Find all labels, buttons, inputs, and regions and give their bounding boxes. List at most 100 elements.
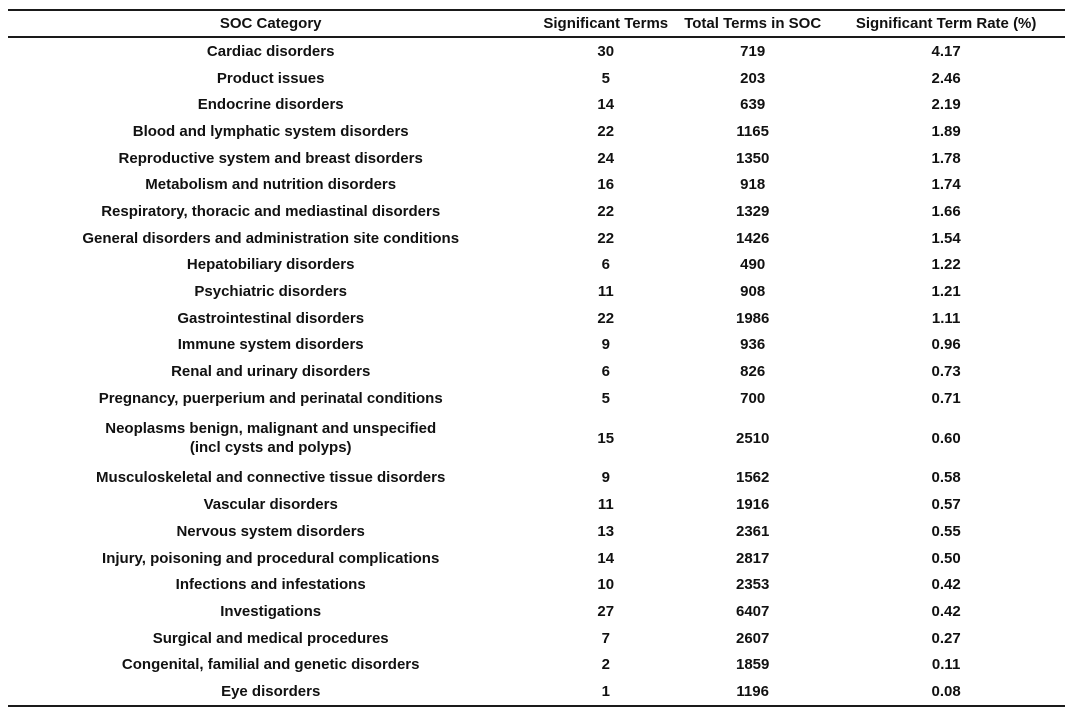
table-row: Injury, poisoning and procedural complic…: [8, 545, 1065, 572]
table-row: Infections and infestations 10 2353 0.42: [8, 571, 1065, 598]
table-row: Vascular disorders 11 1916 0.57: [8, 491, 1065, 518]
total-terms-in-soc-cell: 700: [740, 389, 766, 407]
significant-terms-cell: 10: [597, 576, 615, 594]
table-row: Product issues 5 203 2.46: [8, 65, 1065, 92]
significant-term-rate-cell: 1.89: [931, 122, 961, 140]
significant-term-rate-cell: 0.96: [931, 336, 961, 354]
significant-terms-cell: 7: [601, 629, 610, 647]
total-terms-in-soc-cell: 936: [740, 336, 766, 354]
header-total-terms-in-soc: Total Terms in SOC: [684, 15, 822, 32]
significant-term-rate-cell: 0.73: [931, 363, 961, 381]
total-terms-in-soc-cell: 1426: [735, 229, 770, 247]
table-row: Congenital, familial and genetic disorde…: [8, 651, 1065, 678]
total-terms-in-soc-cell: 2510: [735, 429, 770, 447]
significant-term-rate-cell: 1.22: [931, 256, 961, 274]
table-row: Pregnancy, puerperium and perinatal cond…: [8, 385, 1065, 412]
total-terms-in-soc-cell: 918: [740, 176, 766, 194]
soc-category-cell: Hepatobiliary disorders: [186, 256, 355, 274]
table-row: Metabolism and nutrition disorders 16 91…: [8, 171, 1065, 198]
significant-term-rate-cell: 0.42: [931, 602, 961, 620]
total-terms-in-soc-cell: 639: [740, 96, 766, 114]
soc-category-cell: Musculoskeletal and connective tissue di…: [96, 469, 446, 487]
significant-terms-cell: 22: [597, 229, 615, 247]
soc-category-cell: Investigations: [220, 602, 322, 620]
table-row: Psychiatric disorders 11 908 1.21: [8, 278, 1065, 305]
table-row: General disorders and administration sit…: [8, 225, 1065, 252]
significant-term-rate-cell: 0.50: [931, 549, 961, 567]
significant-terms-cell: 24: [597, 149, 615, 167]
significant-term-rate-cell: 0.55: [931, 522, 961, 540]
significant-term-rate-cell: 1.21: [931, 283, 961, 301]
significant-terms-cell: 30: [597, 42, 615, 60]
total-terms-in-soc-cell: 1329: [735, 202, 770, 220]
soc-category-cell: Neoplasms benign, malignant and unspecif…: [105, 420, 437, 457]
header-row: SOC Category Significant Terms Total Ter…: [7, 10, 1065, 37]
table-row: Respiratory, thoracic and mediastinal di…: [8, 198, 1065, 225]
soc-category-cell: Metabolism and nutrition disorders: [145, 176, 397, 194]
table-row: Neoplasms benign, malignant and unspecif…: [8, 412, 1065, 465]
significant-terms-cell: 5: [601, 389, 610, 407]
soc-category-cell: Pregnancy, puerperium and perinatal cond…: [98, 389, 443, 407]
table-row: Nervous system disorders 13 2361 0.55: [8, 518, 1065, 545]
soc-category-cell: Psychiatric disorders: [194, 283, 347, 301]
significant-terms-cell: 16: [597, 176, 615, 194]
table-row: Reproductive system and breast disorders…: [8, 145, 1065, 172]
significant-terms-cell: 14: [597, 96, 615, 114]
soc-category-cell: Surgical and medical procedures: [152, 629, 389, 647]
table-row: Endocrine disorders 14 639 2.19: [8, 91, 1065, 118]
table-row: Investigations 27 6407 0.42: [8, 598, 1065, 625]
table-row: Eye disorders 1 1196 0.08: [8, 678, 1065, 706]
total-terms-in-soc-cell: 2817: [735, 549, 770, 567]
soc-category-cell: Respiratory, thoracic and mediastinal di…: [101, 202, 441, 220]
significant-terms-cell: 6: [601, 256, 610, 274]
significant-terms-cell: 9: [601, 336, 610, 354]
total-terms-in-soc-cell: 203: [740, 69, 766, 87]
significant-term-rate-cell: 0.08: [931, 682, 961, 700]
total-terms-in-soc-cell: 719: [740, 42, 766, 60]
soc-category-cell: Renal and urinary disorders: [171, 363, 371, 381]
total-terms-in-soc-cell: 908: [740, 283, 766, 301]
significant-terms-cell: 22: [597, 309, 615, 327]
soc-category-cell: Immune system disorders: [177, 336, 364, 354]
soc-category-cell: Endocrine disorders: [197, 96, 344, 114]
table-row: Gastrointestinal disorders 22 1986 1.11: [8, 305, 1065, 332]
table-row: Surgical and medical procedures 7 2607 0…: [8, 625, 1065, 652]
table-row: Hepatobiliary disorders 6 490 1.22: [8, 252, 1065, 279]
table-row: Cardiac disorders 30 719 4.17: [8, 37, 1065, 65]
significant-terms-cell: 11: [597, 496, 614, 514]
soc-category-cell: Product issues: [216, 69, 325, 87]
significant-terms-cell: 13: [597, 522, 615, 540]
soc-category-cell: General disorders and administration sit…: [82, 229, 460, 247]
significant-terms-cell: 15: [597, 429, 615, 447]
significant-term-rate-cell: 0.27: [931, 629, 961, 647]
soc-category-cell: Infections and infestations: [175, 576, 366, 594]
significant-term-rate-cell: 0.60: [931, 429, 961, 447]
soc-category-cell: Injury, poisoning and procedural complic…: [102, 549, 440, 567]
significant-term-rate-cell: 0.42: [931, 576, 961, 594]
total-terms-in-soc-cell: 1350: [735, 149, 770, 167]
soc-category-cell: Eye disorders: [221, 682, 321, 700]
significant-term-rate-cell: 1.66: [931, 202, 961, 220]
significant-term-rate-cell: 0.71: [931, 389, 961, 407]
soc-category-cell: Vascular disorders: [203, 496, 338, 514]
total-terms-in-soc-cell: 2361: [735, 522, 770, 540]
header-significant-term-rate: Significant Term Rate (%): [855, 15, 1037, 32]
soc-category-cell: Reproductive system and breast disorders: [118, 149, 423, 167]
significant-terms-cell: 22: [597, 122, 615, 140]
table-row: Immune system disorders 9 936 0.96: [8, 332, 1065, 359]
significant-terms-cell: 14: [597, 549, 615, 567]
total-terms-in-soc-cell: 6407: [735, 602, 770, 620]
soc-category-cell: Gastrointestinal disorders: [177, 309, 365, 327]
table-row: Renal and urinary disorders 6 826 0.73: [8, 358, 1065, 385]
significant-terms-cell: 22: [597, 202, 615, 220]
total-terms-in-soc-cell: 1859: [735, 656, 770, 674]
significant-term-rate-cell: 2.46: [931, 69, 961, 87]
table-row: Musculoskeletal and connective tissue di…: [8, 465, 1065, 492]
significant-term-rate-cell: 0.11: [931, 656, 961, 674]
header-soc-category: SOC Category: [219, 15, 322, 32]
total-terms-in-soc-cell: 490: [740, 256, 766, 274]
soc-table: SOC Category Significant Terms Total Ter…: [7, 9, 1065, 707]
significant-term-rate-cell: 1.78: [931, 149, 961, 167]
soc-category-cell: Congenital, familial and genetic disorde…: [121, 656, 420, 674]
significant-terms-cell: 1: [601, 682, 610, 700]
